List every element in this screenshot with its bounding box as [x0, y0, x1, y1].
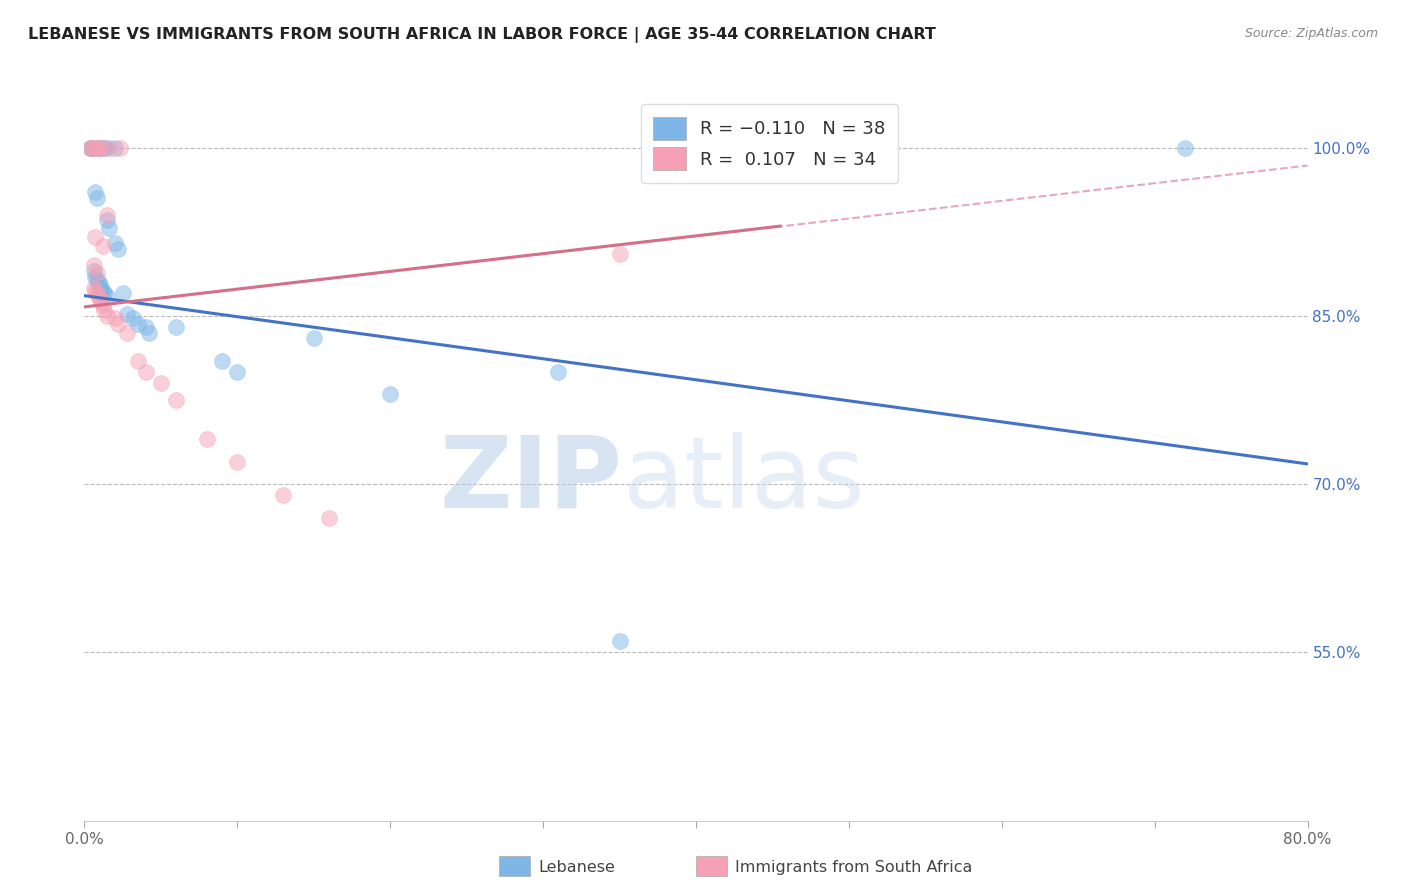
Point: [93, 140, 115, 154]
Legend: R = −0.110   N = 38, R =  0.107   N = 34: R = −0.110 N = 38, R = 0.107 N = 34: [641, 104, 898, 183]
Point: [79, 140, 101, 154]
Point: [380, 387, 402, 401]
Point: [84, 230, 107, 244]
Point: [96, 213, 118, 227]
Point: [84, 186, 107, 200]
Point: [111, 286, 134, 301]
Point: [135, 320, 157, 334]
Point: [93, 286, 115, 301]
Point: [89, 140, 111, 154]
Point: [226, 365, 249, 379]
Point: [87, 275, 110, 289]
Point: [97, 140, 120, 154]
Point: [89, 281, 111, 295]
Point: [87, 288, 110, 302]
Point: [1174, 140, 1197, 154]
Point: [80, 140, 103, 154]
Text: Source: ZipAtlas.com: Source: ZipAtlas.com: [1244, 27, 1378, 40]
Point: [89, 292, 111, 306]
Point: [127, 317, 149, 331]
Point: [104, 140, 127, 154]
Point: [96, 288, 118, 302]
Point: [271, 488, 294, 502]
Point: [547, 365, 569, 379]
Point: [165, 320, 187, 334]
Point: [94, 140, 117, 154]
Point: [96, 208, 118, 222]
Point: [90, 140, 112, 154]
Point: [135, 365, 157, 379]
Point: [83, 281, 105, 295]
Point: [83, 264, 105, 278]
Point: [86, 140, 108, 154]
Text: LEBANESE VS IMMIGRANTS FROM SOUTH AFRICA IN LABOR FORCE | AGE 35-44 CORRELATION : LEBANESE VS IMMIGRANTS FROM SOUTH AFRICA…: [28, 27, 936, 43]
Point: [195, 432, 218, 446]
Point: [86, 273, 108, 287]
Point: [104, 235, 127, 250]
Point: [90, 283, 112, 297]
Point: [122, 311, 145, 326]
Point: [84, 269, 107, 284]
Point: [80, 140, 103, 154]
Point: [104, 311, 127, 326]
Point: [91, 298, 114, 312]
Text: Immigrants from South Africa: Immigrants from South Africa: [735, 860, 973, 874]
Text: ZIP: ZIP: [440, 432, 623, 529]
Point: [149, 376, 172, 391]
Point: [211, 353, 233, 368]
Point: [609, 247, 631, 261]
Point: [108, 140, 131, 154]
Point: [97, 221, 120, 235]
Point: [80, 140, 103, 154]
Point: [115, 326, 138, 340]
Point: [86, 266, 108, 280]
Point: [89, 277, 111, 292]
Point: [609, 634, 631, 648]
Point: [86, 191, 108, 205]
Point: [318, 510, 340, 524]
Point: [96, 309, 118, 323]
Point: [107, 317, 129, 331]
Point: [127, 353, 149, 368]
Point: [83, 140, 105, 154]
Point: [90, 295, 112, 310]
Point: [226, 455, 249, 469]
Point: [115, 307, 138, 321]
Point: [302, 331, 325, 345]
Point: [89, 140, 111, 154]
Point: [138, 326, 160, 340]
Point: [165, 392, 187, 407]
Point: [91, 239, 114, 253]
Point: [79, 140, 101, 154]
Point: [84, 284, 107, 298]
Point: [91, 284, 114, 298]
Point: [107, 242, 129, 256]
Point: [86, 286, 108, 301]
Point: [83, 259, 105, 273]
Text: atlas: atlas: [623, 432, 865, 529]
Point: [93, 303, 115, 318]
Point: [87, 140, 110, 154]
Text: Lebanese: Lebanese: [538, 860, 616, 874]
